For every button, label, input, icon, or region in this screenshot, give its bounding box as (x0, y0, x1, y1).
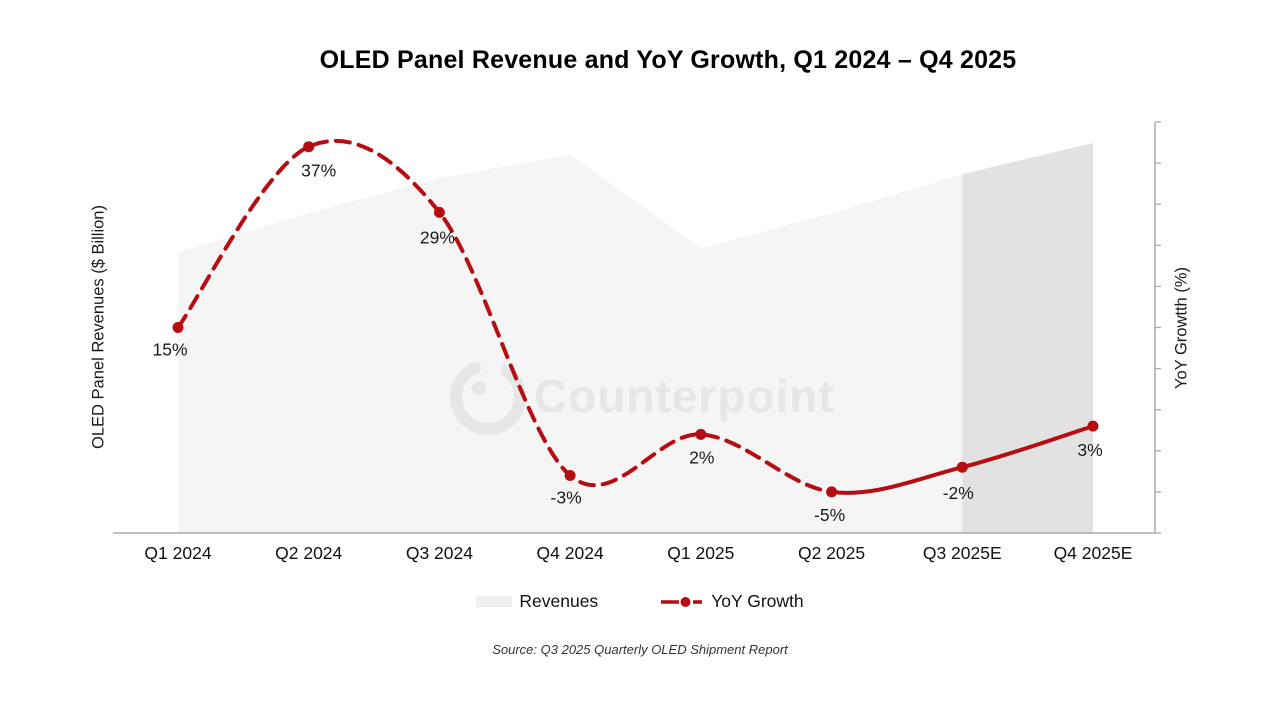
legend: Revenues YoY Growth (0, 591, 1280, 612)
counterpoint-logo-icon (450, 359, 526, 435)
yoy-data-point (564, 470, 576, 481)
yoy-data-label: 3% (1077, 440, 1102, 460)
legend-item-yoy-growth: YoY Growth (660, 591, 804, 612)
revenues-area-swatch-icon (476, 596, 513, 607)
yoy-data-point (695, 428, 707, 440)
yoy-data-point (303, 141, 315, 153)
legend-yoy-growth-label: YoY Growth (711, 591, 804, 611)
revenues-area-series (178, 143, 1093, 533)
yoy-data-point (172, 322, 184, 333)
yoy-data-point (1087, 420, 1099, 432)
source-note: Source: Q3 2025 Quarterly OLED Shipment … (492, 642, 788, 657)
yoy-data-label: -3% (551, 488, 582, 508)
yoy-line-swatch-icon (661, 596, 703, 607)
legend-item-revenues: Revenues (476, 591, 598, 612)
watermark-text: Counterpoint (534, 370, 835, 422)
revenues-area-forecast-segment (962, 143, 1093, 533)
yoy-data-label: 37% (301, 161, 336, 181)
chart-title: OLED Panel Revenue and YoY Growth, Q1 20… (319, 46, 1017, 74)
legend-revenues-label: Revenues (519, 591, 599, 611)
yoy-data-label: 15% (152, 340, 187, 360)
yoy-data-point (826, 486, 838, 498)
yoy-data-label: -2% (943, 483, 974, 503)
watermark: Counterpoint (450, 359, 835, 435)
counterpoint-logo-dot-icon (472, 381, 486, 395)
yoy-data-point (433, 206, 445, 218)
yoy-data-label: 29% (420, 227, 455, 247)
yoy-data-label: 2% (689, 447, 714, 467)
yoy-line-dashed-history (176, 138, 834, 494)
yoy-data-point (956, 461, 968, 473)
yoy-data-label: -5% (814, 505, 845, 525)
